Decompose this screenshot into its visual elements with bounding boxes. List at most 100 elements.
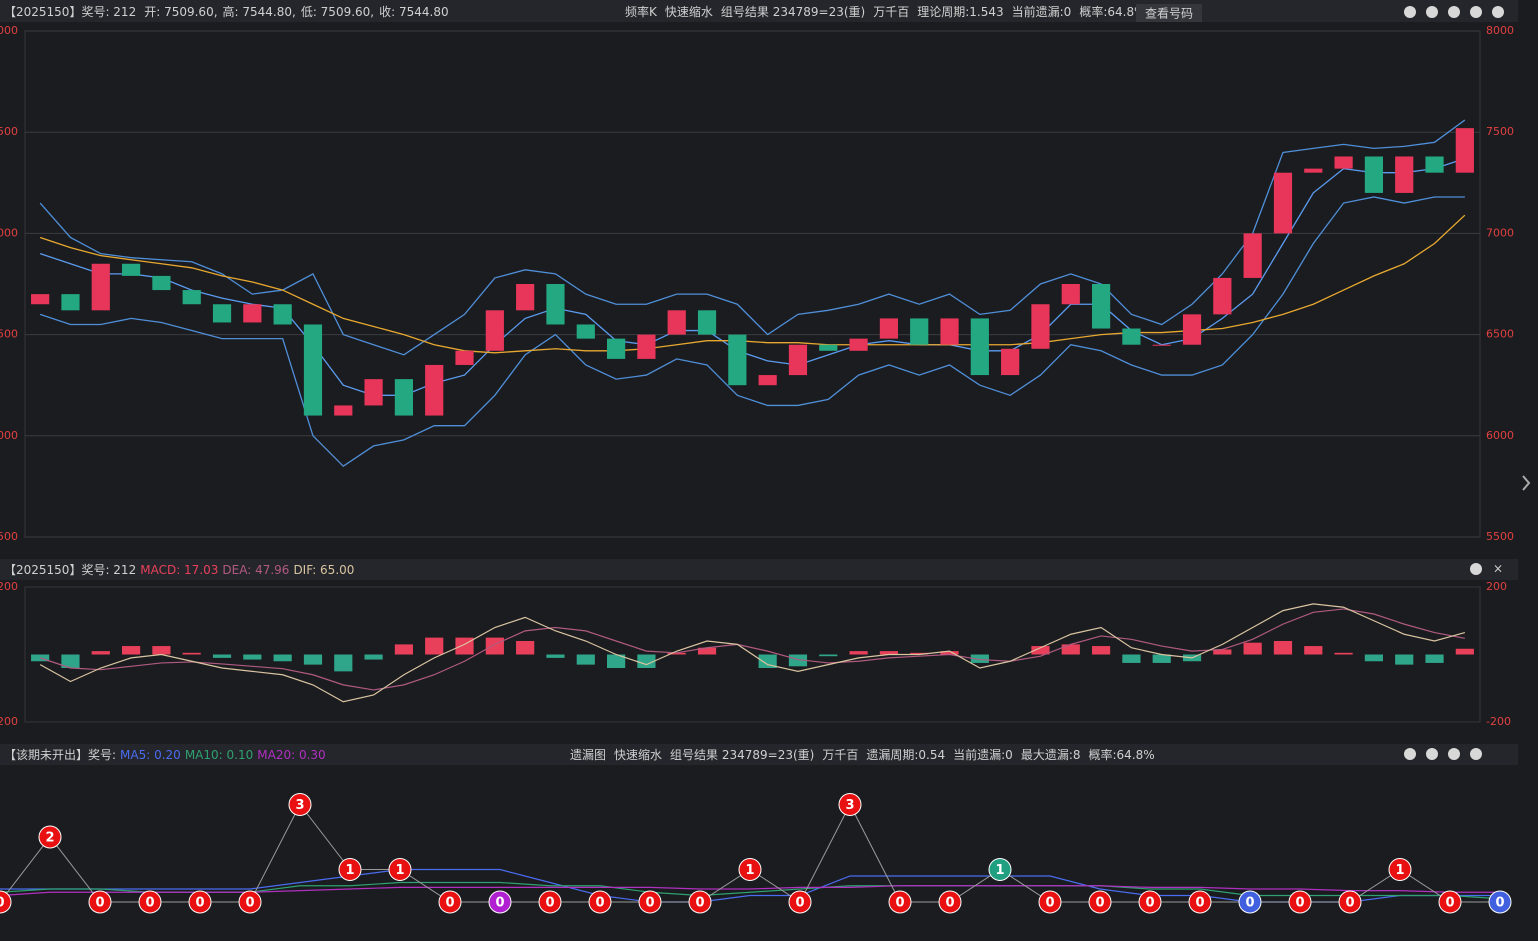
candle: [212, 304, 232, 323]
icon[interactable]: [1492, 6, 1504, 18]
y-tick-label: -200: [1486, 715, 1511, 728]
miss-count: 1: [395, 863, 404, 878]
icon[interactable]: [1470, 748, 1482, 760]
candle: [697, 310, 717, 335]
panel-title: 【该期未开出】奖号:: [4, 748, 116, 762]
candle: [970, 318, 989, 376]
miss-dot: [388, 858, 412, 881]
macd-bar: [697, 647, 717, 655]
miss-dot: [1438, 890, 1462, 914]
y-tick-label: 6000: [0, 429, 18, 442]
macd-bar: [1304, 646, 1323, 655]
candle: [394, 379, 413, 416]
view-button[interactable]: [1136, 4, 1202, 22]
header-center: 遗漏图 快速缩水 组号结果 234789=23(重) 万千百 遗漏周期:0.54 当前遗漏…: [570, 747, 1155, 762]
y-tick-label: 7000: [0, 226, 18, 239]
header-left: 【该期未开出】奖号: MA5: 0.20 MA10: 0.10 MA20: 0.30: [4, 748, 326, 762]
macd-bar: [1092, 646, 1111, 655]
miss-dot: [88, 890, 112, 914]
candle: [61, 294, 80, 311]
toolbar-icons: ×: [1404, 6, 1504, 760]
miss-count: 0: [895, 896, 904, 911]
miss-dot: [1238, 890, 1262, 914]
miss-dot: [788, 890, 812, 914]
miss-dot: [588, 890, 612, 914]
view-button-label[interactable]: 查看号码: [1145, 7, 1193, 21]
candle: [273, 304, 292, 325]
y-tick-label: 5500: [1486, 530, 1514, 543]
macd-bar: [516, 641, 535, 655]
candle: [1364, 156, 1383, 193]
header-center: 频率K 快速缩水 组号结果 234789=23(重) 万千百 理论周期:1.543 当前遗…: [625, 4, 1145, 19]
candle: [849, 338, 868, 351]
info: 万千百: [873, 5, 909, 19]
icon[interactable]: [1470, 6, 1482, 18]
miss-dot: [188, 890, 212, 914]
icon[interactable]: [1470, 563, 1482, 575]
candle: [1001, 348, 1020, 376]
miss-dot: [138, 890, 162, 914]
icon[interactable]: [1404, 6, 1416, 18]
macd-bar: [91, 651, 110, 655]
macd-bar: [1334, 652, 1353, 655]
y-tick-label: 200: [0, 580, 18, 593]
miss-dot: [538, 890, 562, 914]
line: [39, 119, 1466, 356]
miss-count: 0: [1445, 896, 1454, 911]
macd-bar: [607, 654, 626, 668]
icon[interactable]: [1448, 748, 1460, 760]
miss-count: 0: [595, 896, 604, 911]
icon[interactable]: [1426, 748, 1438, 760]
miss-dot: [1488, 890, 1512, 914]
candle: [182, 290, 201, 305]
info: 频率K: [625, 4, 658, 19]
macd-bar: [1364, 654, 1383, 662]
miss-dot: [938, 890, 962, 914]
plot-frame: [24, 586, 1481, 723]
macd-bar: [1273, 641, 1293, 655]
icon[interactable]: [1404, 748, 1416, 760]
candle: [910, 318, 929, 345]
info: 快速缩水: [665, 4, 713, 19]
miss-count: 0: [95, 896, 104, 911]
legend-entry: DIF: 65.00: [293, 563, 354, 577]
candle: [1122, 328, 1141, 345]
miss-count: 0: [0, 896, 5, 911]
y-tick-label: 8000: [1486, 24, 1514, 37]
info: 遗漏图: [570, 748, 606, 762]
macd-bar: [364, 654, 383, 660]
line: [39, 214, 1466, 354]
miss-dot: [0, 890, 12, 914]
miss-dot: [1038, 890, 1062, 914]
side-arrow[interactable]: [1522, 475, 1531, 491]
macd-bar: [152, 646, 171, 655]
miss-count: 0: [945, 896, 954, 911]
icon[interactable]: [1426, 6, 1438, 18]
panel-header: [0, 559, 1518, 580]
legend-entry: MA20: 0.30: [257, 748, 325, 762]
candle: [1273, 172, 1293, 234]
macd-bar: [273, 654, 292, 662]
y-tick-label: 8000: [0, 24, 18, 37]
macd-bar: [1152, 654, 1171, 663]
miss-dot: [738, 858, 762, 881]
candle: [1425, 156, 1444, 173]
close-icon[interactable]: ×: [1493, 562, 1503, 576]
y-tick-label: 200: [1486, 580, 1507, 593]
miss-count: 0: [195, 896, 204, 911]
miss-count: 0: [145, 896, 154, 911]
header-left: 【2025150】奖号: 212 MACD: 17.03 DEA: 47.96 DIF…: [4, 563, 354, 577]
y-tick-label: 7500: [1486, 125, 1514, 138]
candle: [637, 334, 656, 359]
miss-count: 0: [1045, 896, 1054, 911]
candle: [1243, 233, 1262, 278]
icon[interactable]: [1448, 6, 1460, 18]
miss-dot: [238, 890, 262, 914]
candle: [576, 324, 595, 339]
candle: [1182, 314, 1202, 345]
ohlc: 开: 7509.60,: [144, 5, 217, 19]
miss-dot: [888, 890, 912, 914]
miss-dot: [838, 793, 862, 816]
panel-title: 【2025150】奖号: 212: [4, 563, 136, 577]
